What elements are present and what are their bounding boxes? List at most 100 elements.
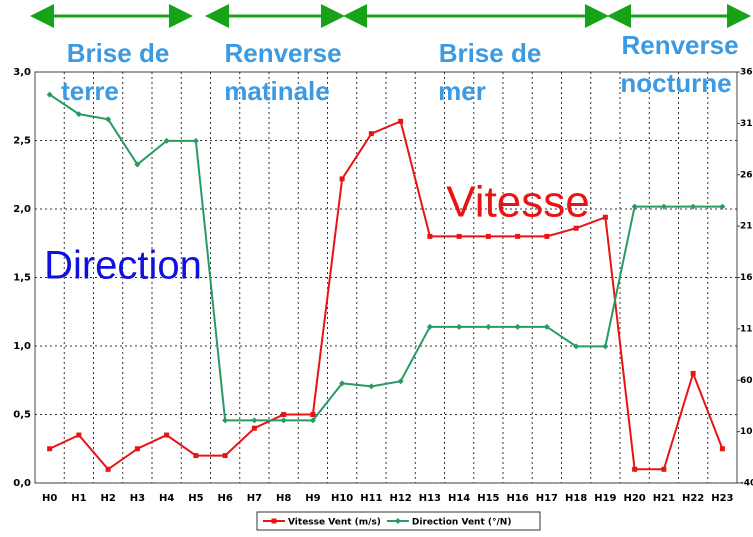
annotation: Vitesse bbox=[446, 178, 590, 227]
x-tick-label: H13 bbox=[419, 493, 441, 504]
x-tick-label: H14 bbox=[448, 493, 470, 504]
point bbox=[193, 453, 199, 459]
annotation: Brise de bbox=[439, 38, 542, 68]
point bbox=[47, 446, 53, 452]
point bbox=[543, 323, 550, 330]
point bbox=[222, 417, 229, 424]
x-tick-label: H16 bbox=[506, 493, 528, 504]
point bbox=[427, 233, 433, 239]
point bbox=[251, 425, 257, 431]
point bbox=[485, 323, 492, 330]
y-tick-label: 3,0 bbox=[13, 67, 31, 78]
annotation: Renverse bbox=[224, 38, 341, 68]
point bbox=[75, 111, 82, 118]
y2-tick-label: 110 bbox=[740, 324, 753, 334]
point bbox=[134, 446, 140, 452]
point bbox=[46, 91, 53, 98]
point bbox=[309, 417, 316, 424]
point bbox=[164, 432, 170, 438]
point bbox=[222, 453, 228, 459]
x-tick-label: H18 bbox=[565, 493, 587, 504]
y2-tick-label: 60 bbox=[740, 376, 753, 386]
y-tick-label: 1,5 bbox=[13, 273, 31, 284]
point bbox=[105, 116, 112, 123]
point bbox=[339, 176, 345, 182]
point bbox=[368, 131, 374, 137]
point bbox=[280, 417, 287, 424]
point bbox=[719, 203, 726, 210]
annotation: terre bbox=[61, 76, 119, 106]
point bbox=[514, 323, 521, 330]
point bbox=[134, 161, 141, 168]
y2-tick-label: 260 bbox=[740, 170, 753, 180]
x-tick-label: H23 bbox=[711, 493, 733, 504]
x-tick-label: H22 bbox=[682, 493, 704, 504]
x-tick-label: H6 bbox=[217, 493, 232, 504]
legend-label: Vitesse Vent (m/s) bbox=[288, 518, 381, 528]
y2-tick-label: 10 bbox=[740, 427, 753, 437]
point bbox=[485, 233, 491, 239]
y2-tick-label: -40 bbox=[740, 479, 753, 489]
x-tick-label: H20 bbox=[623, 493, 645, 504]
point bbox=[719, 446, 725, 452]
x-tick-label: H15 bbox=[477, 493, 499, 504]
y-tick-label: 1,0 bbox=[13, 341, 31, 352]
x-tick-label: H11 bbox=[360, 493, 382, 504]
point bbox=[690, 203, 697, 210]
point bbox=[602, 214, 608, 220]
point bbox=[339, 380, 346, 387]
x-tick-label: H3 bbox=[130, 493, 145, 504]
point bbox=[76, 432, 82, 438]
x-tick-label: H2 bbox=[100, 493, 115, 504]
point bbox=[690, 370, 696, 376]
x-tick-label: H5 bbox=[188, 493, 203, 504]
y-tick-label: 0,5 bbox=[13, 410, 31, 421]
y-tick-label: 2,5 bbox=[13, 136, 31, 147]
y2-tick-label: 310 bbox=[740, 119, 753, 129]
x-tick-label: H1 bbox=[71, 493, 86, 504]
x-tick-label: H10 bbox=[331, 493, 353, 504]
annotation: Direction bbox=[44, 244, 202, 288]
x-tick-label: H7 bbox=[247, 493, 262, 504]
x-tick-label: H19 bbox=[594, 493, 616, 504]
y-tick-label: 2,0 bbox=[13, 204, 31, 215]
point bbox=[426, 323, 433, 330]
annotation: mer bbox=[438, 76, 486, 106]
x-tick-label: H17 bbox=[536, 493, 558, 504]
point bbox=[397, 378, 404, 385]
legend-marker bbox=[394, 518, 401, 524]
point bbox=[310, 412, 316, 417]
point bbox=[602, 343, 609, 350]
x-tick-label: H4 bbox=[159, 493, 174, 504]
point bbox=[281, 412, 287, 417]
annotation: matinale bbox=[224, 76, 330, 106]
series-line bbox=[49, 119, 724, 471]
point bbox=[573, 343, 580, 350]
x-tick-label: H12 bbox=[389, 493, 411, 504]
legend-marker bbox=[271, 518, 277, 524]
point bbox=[251, 417, 258, 424]
x-tick-label: H8 bbox=[276, 493, 291, 504]
x-tick-label: H21 bbox=[653, 493, 675, 504]
x-tick-label: H0 bbox=[42, 493, 57, 504]
point bbox=[515, 233, 521, 239]
point bbox=[544, 233, 550, 239]
point bbox=[192, 137, 199, 144]
point bbox=[661, 466, 667, 472]
annotation: nocturne bbox=[620, 68, 731, 98]
annotation: Renverse bbox=[621, 30, 738, 60]
point bbox=[573, 225, 579, 231]
point bbox=[660, 203, 667, 210]
point bbox=[631, 203, 638, 210]
x-tick-label: H9 bbox=[305, 493, 320, 504]
y2-tick-label: 210 bbox=[740, 222, 753, 232]
y2-tick-label: 160 bbox=[740, 273, 753, 283]
point bbox=[456, 323, 463, 330]
point bbox=[163, 137, 170, 144]
point bbox=[398, 118, 404, 124]
y2-tick-label: 360 bbox=[740, 68, 753, 78]
point bbox=[105, 466, 111, 472]
series-line bbox=[49, 93, 723, 422]
y-tick-label: 0,0 bbox=[13, 478, 31, 489]
